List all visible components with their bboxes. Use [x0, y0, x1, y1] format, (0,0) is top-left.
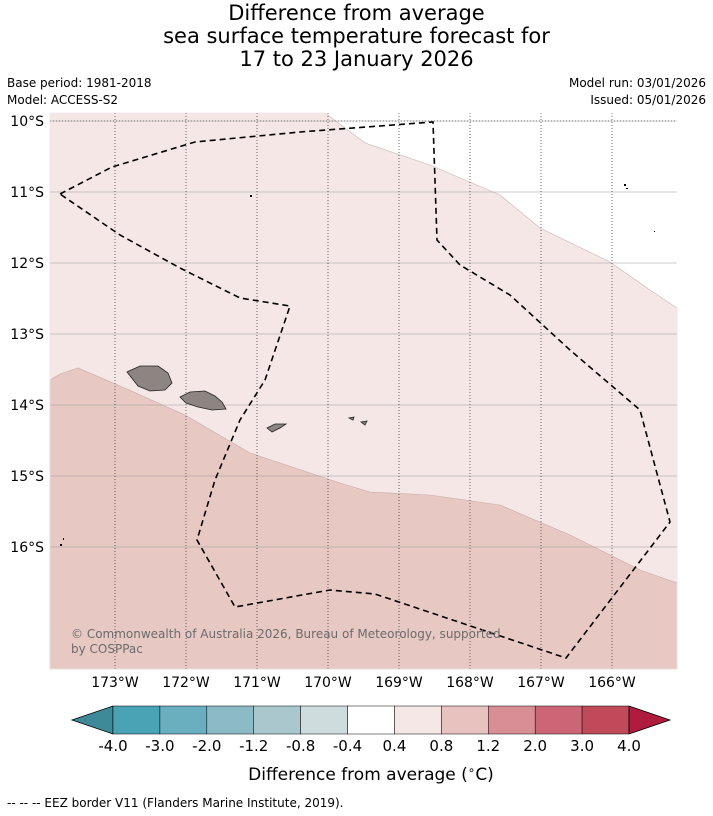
lat-label: 10°S	[10, 114, 44, 130]
colorbar-extend-low	[70, 705, 114, 735]
map-panel	[49, 112, 678, 670]
land-samoa	[126, 365, 368, 433]
colorbar-tick-label: 0.4	[383, 737, 407, 755]
colorbar-segment	[534, 705, 583, 735]
copyright-line-2: by COSPPac	[71, 642, 143, 656]
copyright-line-1: © Commonwealth of Australia 2026, Bureau…	[71, 627, 501, 641]
colorbar-segment	[347, 705, 395, 735]
colorbar-segment	[581, 705, 630, 735]
lon-label: 173°W	[91, 675, 139, 691]
colorbar-tick-label: -0.8	[286, 737, 315, 755]
base-period-label: Base period: 1981-2018	[7, 76, 152, 90]
lat-label: 15°S	[10, 469, 44, 485]
colorbar-segment	[441, 705, 489, 735]
colorbar-tick-label: 1.2	[476, 737, 500, 755]
title-line-2: sea surface temperature forecast for	[163, 24, 550, 48]
lat-label: 11°S	[10, 185, 44, 201]
colorbar-tick-label: 2.0	[523, 737, 547, 755]
colorbar-segment	[300, 705, 348, 735]
model-run-label: Model run: 03/01/2026	[568, 76, 706, 90]
small-islets	[60, 184, 655, 546]
copyright-notice: © Commonwealth of Australia 2026, Bureau…	[71, 627, 501, 656]
colorbar-segment	[159, 705, 208, 735]
eez-legend-note: -- -- -- EEZ border V11 (Flanders Marine…	[7, 796, 344, 810]
issued-label: Issued: 05/01/2026	[590, 93, 706, 107]
title-line-1: Difference from average	[228, 1, 485, 25]
colorbar-tick-label: 0.8	[429, 737, 453, 755]
colorbar-tick-label: -1.2	[239, 737, 268, 755]
eez-border	[58, 121, 671, 659]
lat-axis: 10°S 11°S 12°S 13°S 14°S 15°S 16°S	[10, 114, 44, 556]
colorbar-segment	[253, 705, 301, 735]
lon-label: 167°W	[517, 675, 565, 691]
colorbar-segment	[488, 705, 536, 735]
colorbar-tick-label: 4.0	[617, 737, 641, 755]
colorbar-tick-label: 3.0	[570, 737, 594, 755]
lon-label: 166°W	[588, 675, 636, 691]
colorbar-label-text: Difference from average (	[248, 765, 468, 785]
colorbar-tick-label: -4.0	[98, 737, 127, 755]
lon-label: 171°W	[233, 675, 281, 691]
lon-label: 169°W	[375, 675, 423, 691]
lat-label: 16°S	[10, 540, 44, 556]
lon-axis: 173°W 172°W 171°W 170°W 169°W 168°W 167°…	[91, 675, 636, 691]
colorbar-tick-label: -3.0	[145, 737, 174, 755]
lat-label: 14°S	[10, 398, 44, 414]
title-line-3: 17 to 23 January 2026	[239, 47, 474, 71]
lat-label: 12°S	[10, 256, 44, 272]
colorbar: -4.0 -3.0 -2.0 -1.2 -0.8 -0.4 0.4 0.8 1.2 2.0 3.0 4…	[70, 705, 672, 755]
colorbar-tick-label: -0.4	[333, 737, 362, 755]
colorbar-unit: C)	[475, 765, 494, 785]
lon-label: 172°W	[162, 675, 210, 691]
colorbar-segment	[112, 705, 161, 735]
model-label: Model: ACCESS-S2	[7, 93, 119, 107]
colorbar-label: Difference from average (∘C)	[248, 763, 494, 785]
colorbar-extend-high	[628, 705, 672, 735]
lon-label: 170°W	[304, 675, 352, 691]
lon-label: 168°W	[446, 675, 494, 691]
colorbar-segment	[206, 705, 254, 735]
colorbar-tick-label: -2.0	[192, 737, 221, 755]
degree-symbol: ∘	[468, 763, 476, 777]
lat-label: 13°S	[10, 327, 44, 343]
colorbar-segment	[394, 705, 442, 735]
